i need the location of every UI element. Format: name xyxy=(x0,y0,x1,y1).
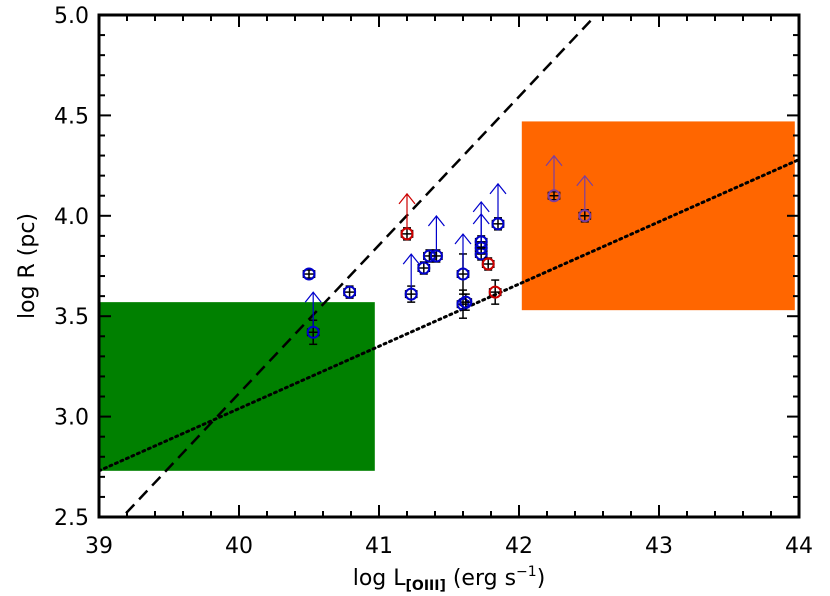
point-marker xyxy=(343,285,357,299)
lower-limit-arrowhead xyxy=(454,233,472,245)
tick-labels: 39 40 41 42 43 44 2.5 3.0 3.5 4.0 4.5 5.0 xyxy=(54,4,813,559)
point-marker xyxy=(578,209,592,223)
dotted-line xyxy=(99,158,799,473)
point-marker xyxy=(456,267,470,281)
data-point xyxy=(343,285,357,299)
lower-limit-arrowhead xyxy=(304,291,322,303)
y-tick-label: 4.0 xyxy=(54,205,89,230)
data-point xyxy=(417,261,431,275)
lower-limit-arrowhead xyxy=(489,182,507,195)
y-tick-label: 3.0 xyxy=(54,406,89,431)
point-marker xyxy=(459,295,473,309)
data-point xyxy=(459,293,473,311)
point-marker xyxy=(306,325,320,339)
point-marker xyxy=(474,241,488,255)
data-point xyxy=(302,267,316,281)
point-marker xyxy=(417,261,431,275)
lower-limit-arrowhead xyxy=(398,192,416,205)
dashed-line xyxy=(120,15,597,517)
fit-lines xyxy=(99,15,799,517)
data-point xyxy=(576,174,594,223)
x-axis-label: log L[OIII] (erg s−1) xyxy=(353,564,546,594)
shaded-regions xyxy=(99,121,795,471)
point-marker xyxy=(488,285,502,299)
point-marker xyxy=(491,217,505,231)
point-marker xyxy=(302,267,316,281)
x-tick-label: 41 xyxy=(365,534,393,559)
lower-limit-arrowhead xyxy=(427,214,445,227)
x-tick-label: 43 xyxy=(645,534,673,559)
data-point xyxy=(304,291,322,346)
lower-limit-arrowhead xyxy=(472,212,490,225)
y-tick-label: 4.5 xyxy=(54,104,89,129)
y-axis-label: log R (pc) xyxy=(15,213,40,319)
lower-limit-arrowhead xyxy=(472,200,490,213)
data-points xyxy=(302,154,594,346)
point-marker xyxy=(429,249,443,263)
lower-limit-arrowhead xyxy=(402,253,420,265)
point-marker xyxy=(481,257,495,271)
axis-ticks xyxy=(98,14,800,518)
point-marker xyxy=(404,287,418,301)
data-point xyxy=(488,279,502,305)
x-tick-label: 42 xyxy=(505,534,533,559)
region-orange xyxy=(521,121,795,311)
data-point xyxy=(398,192,416,241)
lower-limit-arrowhead xyxy=(576,174,594,187)
data-point xyxy=(481,257,495,271)
x-tick-label: 39 xyxy=(85,534,113,559)
y-tick-label: 5.0 xyxy=(54,4,89,29)
lower-limit-arrowhead xyxy=(545,154,563,167)
x-tick-label: 44 xyxy=(785,534,813,559)
data-point xyxy=(402,253,420,303)
y-tick-label: 3.5 xyxy=(54,305,89,330)
data-point xyxy=(454,233,472,295)
x-tick-label: 40 xyxy=(225,534,253,559)
plot-frame xyxy=(97,13,801,519)
region-green xyxy=(99,302,375,471)
data-point xyxy=(489,182,507,231)
data-point xyxy=(474,241,488,255)
point-marker xyxy=(400,227,414,241)
y-tick-label: 2.5 xyxy=(54,506,89,531)
data-point xyxy=(545,154,563,203)
point-marker xyxy=(547,189,561,203)
data-point xyxy=(427,214,445,263)
